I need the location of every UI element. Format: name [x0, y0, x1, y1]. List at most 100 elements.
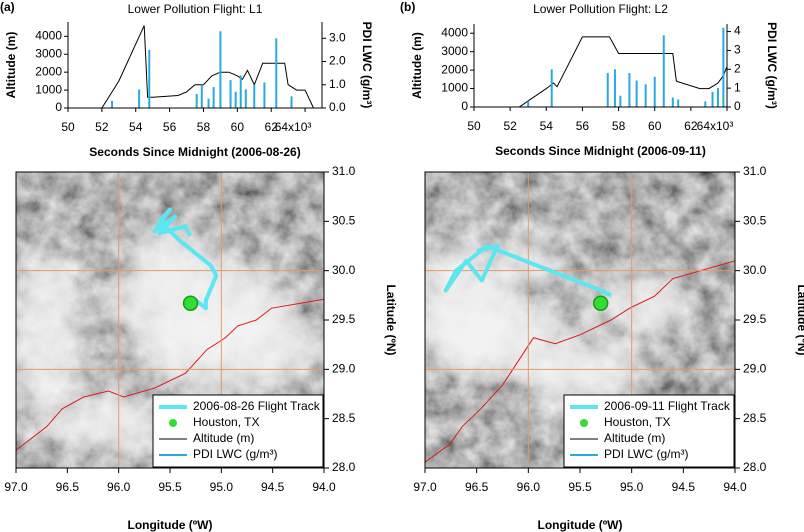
x-tick-label: 94.0: [723, 480, 747, 494]
y-tick-label: 28.0: [743, 460, 767, 474]
y-tick-label: 4000: [441, 25, 468, 39]
y-tick-label: 1000: [441, 81, 468, 95]
lwc-bar: [550, 69, 553, 107]
x-tick-label: 52: [503, 119, 517, 133]
chart-title: Lower Pollution Flight: L1: [128, 2, 263, 16]
y-tick-label: 29.5: [332, 312, 356, 326]
y2-tick-label: 2: [734, 61, 741, 75]
flight-track: [152, 207, 219, 311]
y-tick-label: 30.5: [332, 214, 356, 228]
y-tick-label: 30.0: [332, 263, 356, 277]
lwc-bar: [290, 96, 293, 108]
y-tick-label: 2000: [441, 62, 468, 76]
map-frame: [424, 171, 736, 469]
lwc-bar: [527, 101, 530, 107]
lwc-bar: [628, 73, 631, 107]
y-tick-label: 30.5: [743, 214, 767, 228]
y-tick-label: 29.0: [743, 362, 767, 376]
x-tick-label: 62: [265, 120, 279, 134]
x-tick-label: 95.0: [210, 480, 234, 494]
x-tick-label: 50: [467, 119, 481, 133]
panel-label: (b): [400, 0, 415, 14]
lwc-bar: [239, 75, 242, 108]
x-tick-label: 54: [540, 119, 554, 133]
y-tick-label: 28.0: [332, 460, 356, 474]
cloud: [139, 308, 324, 392]
x-tick-label: 94.5: [672, 480, 696, 494]
cloud: [46, 394, 170, 454]
x-tick-label: 97.0: [413, 480, 437, 494]
y2-axis-title: PDI LWC (g/m³): [765, 22, 779, 109]
y-tick-label: 3000: [441, 44, 468, 58]
altitude-line: [510, 36, 728, 108]
legend-label: Altitude (m): [193, 431, 254, 445]
y2-tick-label: 4: [734, 24, 741, 38]
x-axis-title: Longitude (ºW): [537, 518, 622, 532]
x-tick-label: 64x10³: [697, 119, 734, 133]
y-tick-label: 0: [55, 100, 62, 114]
legend-label: Altitude (m): [604, 431, 665, 445]
lwc-bar: [253, 84, 256, 108]
lwc-bar: [662, 35, 665, 108]
x-tick-label: 62: [684, 119, 698, 133]
lwc-bar: [148, 49, 151, 108]
lwc-bar: [606, 73, 609, 107]
lwc-bar: [200, 84, 203, 108]
y-tick-label: 28.5: [332, 411, 356, 425]
y2-tick-label: 3.0: [329, 30, 346, 44]
y-tick-label: 2000: [35, 64, 62, 78]
y-tick-label: 31.0: [743, 164, 767, 178]
lwc-bar: [716, 88, 719, 107]
x-tick-label: 64x10³: [275, 120, 312, 134]
x-tick-label: 94.5: [261, 480, 285, 494]
lwc-bar: [275, 38, 278, 108]
lwc-bar: [263, 82, 266, 108]
x-tick-label: 60: [231, 120, 245, 134]
x-axis-title: Seconds Since Midnight (2006-08-26): [89, 145, 300, 159]
y-tick-label: 1000: [35, 82, 62, 96]
x-axis-title: Seconds Since Midnight (2006-09-11): [495, 144, 706, 158]
x-tick-label: 97.0: [4, 480, 28, 494]
legend-label: PDI LWC (g/m³): [193, 447, 277, 461]
x-tick-label: 56: [163, 120, 177, 134]
coastline: [425, 260, 735, 463]
y-axis-title: Altitude (m): [410, 32, 424, 99]
y-axis-title: Latitude (ºN): [384, 284, 398, 355]
x-axis-title: Longitude (ºW): [127, 518, 212, 532]
x-tick-label: 54: [129, 120, 143, 134]
legend-label: Houston, TX: [193, 415, 259, 429]
lwc-bar: [234, 91, 237, 108]
x-tick-label: 56: [576, 119, 590, 133]
legend-swatch: [169, 419, 177, 427]
cloud: [595, 275, 689, 335]
y2-tick-label: 2.0: [329, 54, 346, 68]
x-tick-label: 95.5: [568, 480, 592, 494]
y-tick-label: 29.0: [332, 362, 356, 376]
y2-tick-label: 1.0: [329, 77, 346, 91]
lwc-bar: [111, 101, 114, 108]
altitude-line: [84, 25, 314, 109]
map-frame: [15, 171, 325, 469]
x-tick-label: 94.0: [312, 480, 336, 494]
panel-label: (a): [0, 0, 15, 14]
cloud: [16, 246, 84, 424]
legend-label: 2006-08-26 Flight Track: [193, 399, 321, 413]
lwc-bar: [229, 80, 232, 108]
lwc-bar: [677, 99, 680, 107]
y2-axis-title: PDI LWC (g/m³): [360, 22, 374, 109]
y-tick-label: 29.5: [743, 312, 767, 326]
y-tick-label: 30.0: [743, 263, 767, 277]
lwc-bar: [212, 87, 215, 108]
lwc-bar: [244, 89, 247, 108]
lwc-bar: [619, 95, 622, 107]
y-tick-label: 31.0: [332, 164, 356, 178]
flight-track: [443, 244, 612, 298]
y-axis-title: Altitude (m): [4, 32, 18, 99]
x-tick-label: 96.0: [107, 480, 131, 494]
x-tick-label: 60: [648, 119, 662, 133]
x-tick-label: 96.5: [465, 480, 489, 494]
x-tick-label: 58: [197, 120, 211, 134]
lwc-bar: [207, 98, 210, 108]
y2-tick-label: 1: [734, 80, 741, 94]
legend-swatch: [580, 419, 588, 427]
